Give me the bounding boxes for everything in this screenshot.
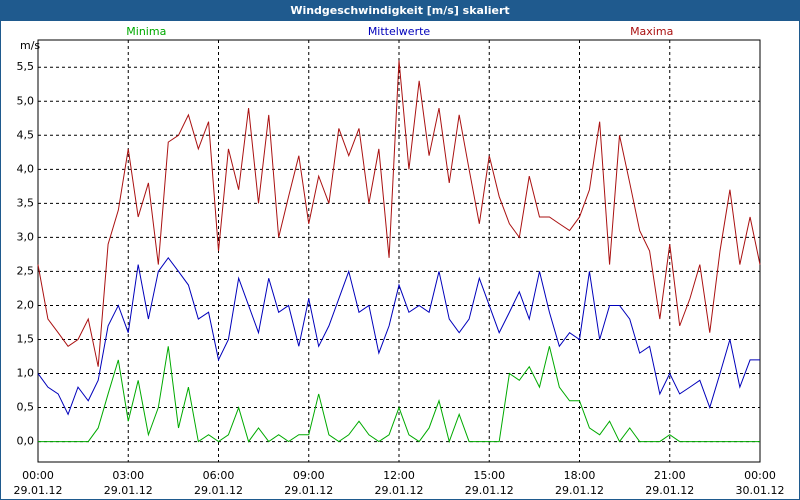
y-tick-label: 2,5 [17, 264, 35, 277]
x-tick-label: 06:00 [203, 469, 235, 482]
x-tick-date: 29.01.12 [104, 484, 153, 497]
x-tick-label: 18:00 [564, 469, 596, 482]
legend-entry: Maxima [630, 25, 673, 38]
x-tick-label: 09:00 [293, 469, 325, 482]
legend-entry: Minima [126, 25, 166, 38]
y-tick-label: 1,5 [17, 332, 35, 345]
y-axis-label: m/s [20, 39, 40, 52]
y-tick-label: 5,0 [17, 94, 35, 107]
chart-title: Windgeschwindigkeit [m/s] skaliert [290, 4, 509, 17]
series-line [37, 256, 760, 416]
x-tick-label: 03:00 [112, 469, 144, 482]
x-tick-label: 21:00 [654, 469, 686, 482]
y-tick-label: 1,0 [17, 367, 35, 380]
legend-entry: Mittelwerte [368, 25, 431, 38]
y-tick-label: 0,5 [17, 401, 35, 414]
y-tick-label: 5,5 [17, 60, 35, 73]
x-tick-label: 00:00 [22, 469, 54, 482]
y-tick-label: 4,0 [17, 162, 35, 175]
y-tick-label: 3,5 [17, 196, 35, 209]
x-tick-date: 29.01.12 [284, 484, 333, 497]
x-tick-date: 29.01.12 [14, 484, 63, 497]
x-tick-date: 29.01.12 [375, 484, 424, 497]
x-tick-date: 29.01.12 [645, 484, 694, 497]
y-tick-label: 2,0 [17, 298, 35, 311]
y-tick-label: 3,0 [17, 230, 35, 243]
x-tick-date: 30.01.12 [736, 484, 785, 497]
x-tick-date: 29.01.12 [555, 484, 604, 497]
x-tick-label: 00:00 [744, 469, 776, 482]
title-bar [0, 0, 800, 21]
series-line [38, 346, 760, 444]
x-tick-date: 29.01.12 [194, 484, 243, 497]
y-tick-label: 4,5 [17, 128, 35, 141]
x-tick-date: 29.01.12 [465, 484, 514, 497]
x-tick-label: 15:00 [473, 469, 505, 482]
x-tick-label: 12:00 [383, 469, 415, 482]
series-line [37, 60, 761, 367]
y-tick-label: 0,0 [17, 435, 35, 448]
